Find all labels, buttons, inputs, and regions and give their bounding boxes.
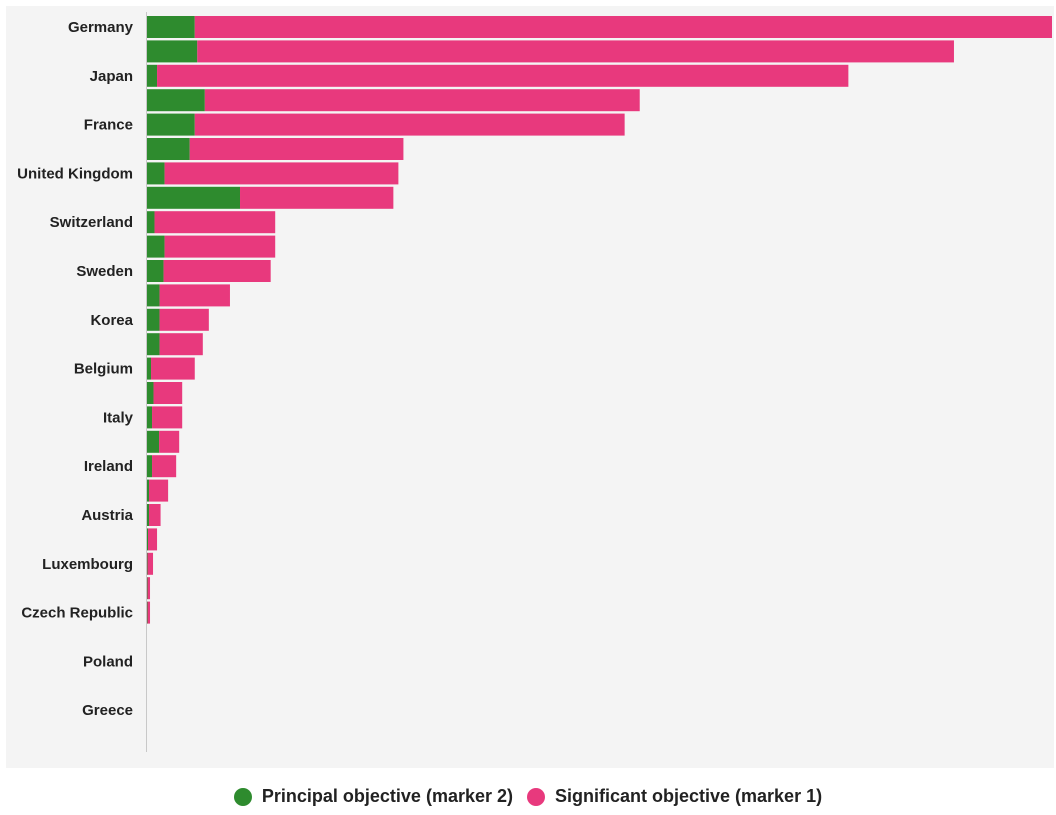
bar-significant-0 bbox=[194, 16, 1052, 38]
tick-label-1: Japan bbox=[90, 68, 133, 85]
bar-principal-24 bbox=[147, 601, 148, 624]
tick-labels-group: Germany Japan France United Kingdom Switzerl… bbox=[17, 19, 133, 719]
tick-label-13: Poland bbox=[83, 653, 133, 670]
bar-significant-10 bbox=[163, 260, 271, 282]
bar-principal-5 bbox=[147, 138, 190, 160]
bar-principal-10 bbox=[147, 260, 164, 282]
bar-principal-21 bbox=[147, 528, 149, 551]
bar-principal-22 bbox=[147, 552, 148, 575]
bar-significant-2 bbox=[157, 64, 849, 87]
legend-label-significant: Significant objective (marker 1) bbox=[555, 786, 823, 806]
bar-principal-12 bbox=[147, 308, 160, 331]
tick-label-5: Sweden bbox=[76, 263, 133, 280]
legend-item-principal: Principal objective (marker 2) bbox=[233, 786, 513, 807]
bar-significant-7 bbox=[240, 186, 394, 209]
bar-principal-2 bbox=[147, 64, 158, 87]
tick-label-7: Belgium bbox=[74, 361, 133, 378]
tick-label-0: Germany bbox=[68, 19, 134, 36]
bar-significant-19 bbox=[149, 479, 169, 502]
bar-significant-5 bbox=[189, 138, 404, 160]
bar-principal-11 bbox=[147, 284, 160, 307]
bar-principal-9 bbox=[147, 235, 165, 258]
legend-item-significant: Significant objective (marker 1) bbox=[527, 786, 822, 807]
bar-significant-13 bbox=[159, 333, 203, 356]
bar-principal-13 bbox=[147, 333, 160, 356]
bars-group bbox=[147, 16, 1052, 624]
bar-significant-15 bbox=[153, 382, 183, 404]
bar-significant-11 bbox=[159, 284, 230, 307]
bar-principal-23 bbox=[147, 577, 148, 600]
bar-significant-4 bbox=[194, 113, 625, 136]
legend-dot-significant bbox=[527, 787, 545, 806]
bar-principal-20 bbox=[147, 504, 150, 526]
tick-label-8: Italy bbox=[103, 409, 134, 426]
bar-significant-12 bbox=[159, 308, 209, 331]
bar-significant-16 bbox=[152, 406, 183, 429]
bar-significant-8 bbox=[154, 211, 276, 234]
tick-label-3: United Kingdom bbox=[17, 165, 133, 182]
tick-label-11: Luxembourg bbox=[42, 556, 133, 573]
bar-significant-22 bbox=[147, 552, 154, 575]
bar-principal-19 bbox=[147, 479, 150, 502]
bar-principal-8 bbox=[147, 211, 155, 234]
tick-label-2: France bbox=[84, 117, 133, 134]
bar-principal-7 bbox=[147, 186, 241, 209]
tick-label-12: Czech Republic bbox=[21, 605, 133, 622]
bar-principal-14 bbox=[147, 357, 152, 380]
bar-principal-17 bbox=[147, 430, 160, 453]
tick-label-4: Switzerland bbox=[50, 214, 133, 231]
bar-significant-23 bbox=[147, 577, 151, 600]
bar-significant-17 bbox=[159, 430, 180, 453]
bar-significant-20 bbox=[149, 504, 161, 526]
bar-principal-15 bbox=[147, 382, 154, 404]
bar-significant-24 bbox=[147, 601, 151, 624]
tick-label-14: Greece bbox=[82, 702, 133, 719]
stacked-bar-chart: Germany Japan France United Kingdom Switzerl… bbox=[17, 12, 1052, 752]
bar-principal-4 bbox=[147, 113, 195, 136]
bar-significant-3 bbox=[204, 89, 640, 112]
bar-significant-18 bbox=[152, 455, 177, 478]
legend-dot-principal bbox=[233, 787, 252, 806]
bar-principal-18 bbox=[147, 455, 153, 478]
bar-significant-6 bbox=[164, 162, 399, 185]
bar-principal-3 bbox=[147, 89, 205, 112]
bar-significant-9 bbox=[164, 235, 276, 258]
legend: Principal objective (marker 2) Significa… bbox=[0, 786, 1056, 807]
bar-significant-14 bbox=[151, 357, 195, 380]
bar-principal-1 bbox=[147, 40, 198, 63]
legend-label-principal: Principal objective (marker 2) bbox=[261, 786, 513, 806]
bar-significant-21 bbox=[148, 528, 158, 551]
tick-label-6: Korea bbox=[90, 312, 133, 329]
bar-principal-6 bbox=[147, 162, 165, 185]
bar-significant-1 bbox=[197, 40, 954, 63]
bar-principal-0 bbox=[147, 16, 195, 38]
bar-principal-16 bbox=[147, 406, 153, 429]
tick-label-10: Austria bbox=[81, 507, 133, 524]
tick-label-9: Ireland bbox=[84, 458, 133, 475]
